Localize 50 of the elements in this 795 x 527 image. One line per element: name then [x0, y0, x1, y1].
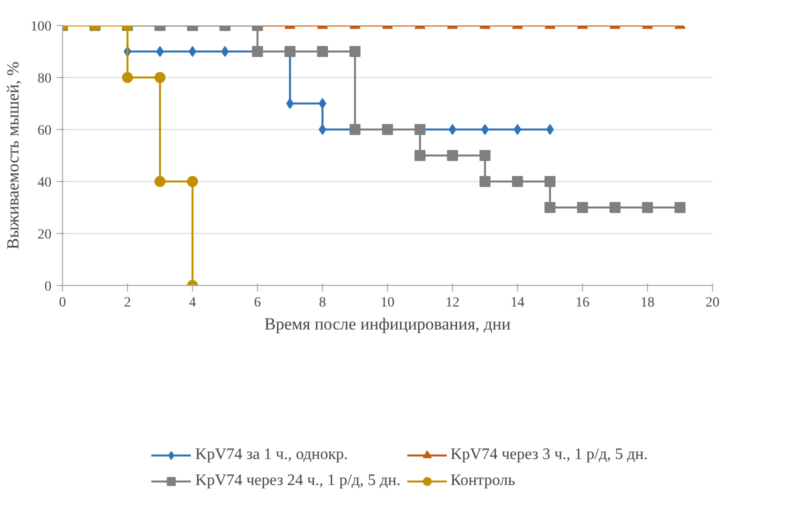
y-tick-label: 20	[38, 228, 52, 242]
point	[317, 46, 328, 57]
x-tick-label: 6	[254, 296, 261, 310]
point	[318, 98, 326, 109]
point	[188, 46, 196, 57]
point	[154, 72, 166, 83]
x-axis-title: Время после инфицирования, дни	[264, 314, 511, 334]
x-tick-label: 14	[510, 296, 524, 310]
x-tick-label: 0	[59, 296, 66, 310]
point	[514, 124, 522, 135]
y-axis-title: Выживаемость мышей, %	[4, 62, 22, 250]
legend-label: KpV74 за 1 ч., однокр.	[195, 446, 348, 464]
point	[544, 202, 556, 213]
x-tick-label: 4	[189, 296, 196, 310]
point	[480, 176, 490, 187]
point	[221, 46, 229, 57]
point	[546, 124, 554, 135]
point	[481, 124, 489, 135]
point	[414, 150, 426, 161]
y-tick-label: 100	[30, 20, 52, 34]
point	[448, 124, 456, 135]
point	[577, 202, 588, 213]
point	[512, 176, 523, 187]
point	[286, 98, 294, 109]
y-tick-label: 80	[38, 72, 52, 86]
x-tick-label: 10	[380, 296, 394, 310]
y-tick-label: 60	[38, 124, 52, 138]
x-tick-label: 12	[446, 296, 460, 310]
point	[187, 176, 198, 187]
legend-label: KpV74 через 24 ч., 1 р/д, 5 дн.	[195, 472, 400, 490]
x-tick-label: 20	[706, 296, 720, 310]
y-tick-label: 40	[38, 176, 52, 190]
point	[610, 202, 620, 213]
point	[544, 176, 556, 187]
x-tick-label: 18	[640, 296, 654, 310]
x-tick-label: 8	[319, 296, 326, 310]
legend-label: Контроль	[450, 472, 516, 490]
x-tick-label: 16	[576, 296, 590, 310]
y-tick-label: 0	[44, 280, 52, 294]
x-tick-label: 2	[124, 296, 131, 310]
point	[642, 202, 653, 213]
point	[122, 72, 133, 83]
point	[318, 124, 326, 135]
point	[350, 46, 360, 57]
point	[154, 176, 166, 187]
point	[156, 46, 164, 57]
point	[447, 150, 458, 161]
point	[674, 202, 686, 213]
point	[480, 150, 490, 161]
legend-label: KpV74 через 3 ч., 1 р/д, 5 дн.	[450, 446, 648, 464]
